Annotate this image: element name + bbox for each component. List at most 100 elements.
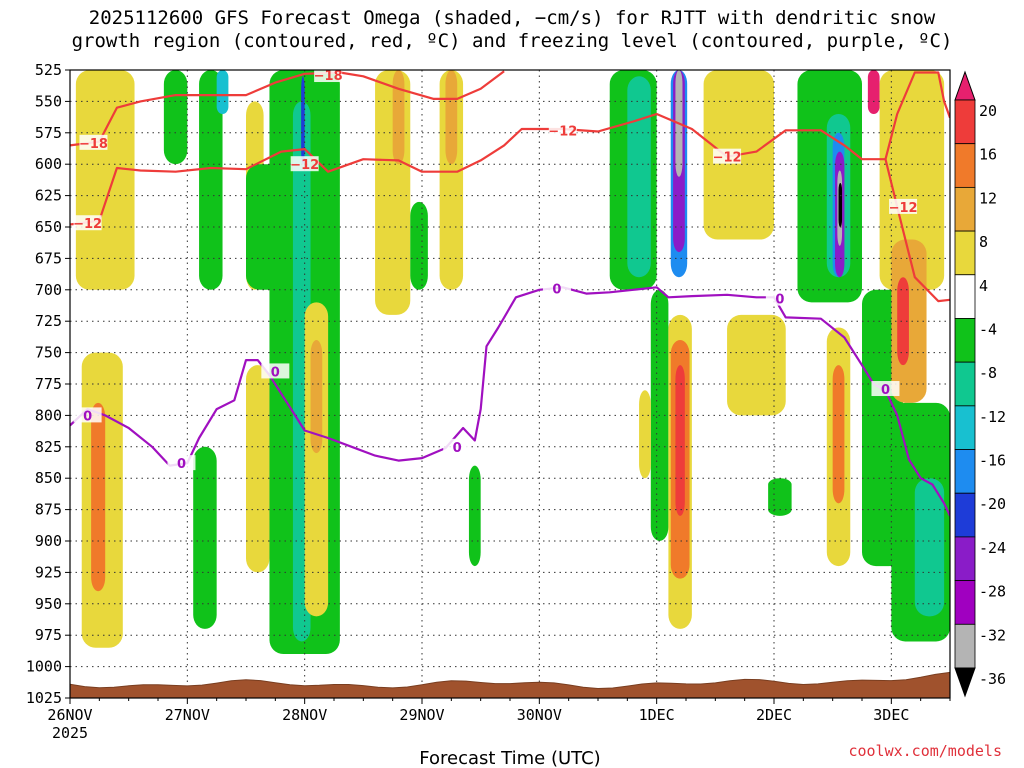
contour-label-m12: −12	[73, 217, 102, 232]
y-tick-label: 525	[35, 61, 62, 79]
contour-label-m12: −12	[889, 201, 918, 216]
contour-label-0: 0	[83, 409, 92, 424]
y-tick-label: 775	[35, 375, 62, 393]
x-tick-label: 1DEC	[639, 706, 675, 724]
omega-region	[246, 365, 270, 573]
colorbar-label: 20	[979, 102, 997, 120]
colorbar-label: -4	[979, 320, 997, 338]
colorbar-box	[954, 405, 976, 450]
contours: −18 −18 −12 −12 −12 −12 −12 0 0 0 0 0 0 0	[70, 69, 950, 517]
surface-terrain	[70, 671, 950, 698]
contour-label-m18: −18	[79, 137, 108, 152]
contour-label-0: 0	[271, 365, 280, 380]
omega-region	[410, 201, 428, 290]
omega-region	[392, 70, 405, 165]
omega-region	[193, 446, 217, 629]
colorbar-box	[954, 274, 976, 319]
y-tick-label: 750	[35, 344, 62, 362]
colorbar-label: -8	[979, 364, 997, 382]
colorbar: 20 16 12 8 4 -4 -8 -12 -16 -20 -24 -28 -32 -36	[954, 70, 1006, 698]
contour-label-0-bg	[73, 407, 102, 423]
omega-region	[879, 70, 945, 290]
contour-label-m12-bg	[73, 215, 102, 231]
omega-region	[867, 70, 880, 114]
contour-label-m12: −12	[548, 124, 577, 139]
contour-label-0-bg	[765, 290, 794, 306]
x-tick-label: 26NOV	[47, 706, 92, 724]
omega-region	[163, 70, 188, 165]
contour-label-0-bg	[871, 381, 900, 397]
x-tick-label: 30NOV	[517, 706, 562, 724]
colorbar-label: 16	[979, 146, 997, 164]
y-tick-label: 975	[35, 626, 62, 644]
contour-label-m12: −12	[290, 158, 319, 173]
colorbar-label: 8	[979, 233, 988, 251]
colorbar-label: 4	[979, 277, 988, 295]
colorbar-box	[954, 230, 976, 276]
colorbar-box	[954, 623, 976, 669]
omega-region	[639, 390, 651, 479]
x-tick-label: 29NOV	[399, 706, 444, 724]
gridlines	[69, 69, 950, 699]
y-tick-label: 850	[35, 469, 62, 487]
y-tick-label: 550	[35, 92, 62, 110]
omega-region	[627, 76, 651, 278]
contour-label-0: 0	[552, 283, 561, 298]
colorbar-label: -28	[979, 583, 1006, 601]
contour-label-0-bg	[261, 363, 290, 379]
contour-label-0: 0	[177, 457, 186, 472]
omega-region	[832, 365, 845, 504]
colorbar-top-triangle	[954, 70, 976, 101]
freezing-level-contour	[70, 286, 950, 517]
contour-label-m18-bg	[79, 134, 108, 150]
omega-region	[675, 365, 685, 516]
omega-region	[914, 478, 945, 617]
y-tick-label: 650	[35, 218, 62, 236]
y-tick-label: 700	[35, 281, 62, 299]
omega-region	[310, 340, 323, 454]
colorbar-bottom-triangle	[954, 667, 976, 698]
omega-region	[468, 465, 481, 567]
omega-region	[838, 183, 843, 227]
x-tick-label: 2DEC	[756, 706, 792, 724]
omega-region	[301, 76, 305, 165]
dendritic-contour	[70, 112, 950, 303]
omega-region	[897, 277, 909, 366]
y-tick-label: 950	[35, 595, 62, 613]
contour-label-0: 0	[881, 383, 890, 398]
y-tick-label: 725	[35, 312, 62, 330]
x-tick-sublabel: 2025	[52, 724, 88, 742]
omega-region	[91, 402, 106, 592]
colorbar-label: -12	[979, 408, 1006, 426]
colorbar-label: -20	[979, 495, 1006, 513]
colorbar-label: -36	[979, 670, 1006, 688]
contour-label-0-bg	[167, 455, 196, 471]
contour-label-m18: −18	[314, 69, 343, 84]
colorbar-box	[954, 361, 976, 407]
y-tick-label: 825	[35, 438, 62, 456]
colorbar-box	[954, 536, 976, 582]
contour-label-m18-bg	[314, 70, 343, 83]
omega-region	[445, 70, 458, 165]
colorbar-box	[954, 186, 976, 232]
y-tick-label: 575	[35, 124, 62, 142]
omega-region	[199, 70, 223, 290]
colorbar-label: -24	[979, 539, 1006, 557]
chart-title-line1: 2025112600 GFS Forecast Omega (shaded, −…	[88, 7, 936, 29]
y-tick-label: 925	[35, 563, 62, 581]
y-tick-label: 1000	[26, 658, 62, 676]
contour-label-m12-bg	[713, 148, 742, 164]
colorbar-box	[954, 99, 976, 145]
dendritic-contour	[884, 71, 950, 160]
y-tick-label: 1025	[26, 689, 62, 707]
contour-label-m12-bg	[290, 156, 319, 172]
contour-label-0: 0	[775, 293, 784, 308]
x-tick-label: 3DEC	[873, 706, 909, 724]
y-tick-label: 875	[35, 501, 62, 519]
y-tick-label: 800	[35, 406, 62, 424]
y-tick-label: 600	[35, 155, 62, 173]
omega-region	[768, 478, 792, 516]
chart-title-line2: growth region (contoured, red, ºC) and f…	[71, 30, 953, 52]
contour-label-0-bg	[443, 438, 472, 454]
